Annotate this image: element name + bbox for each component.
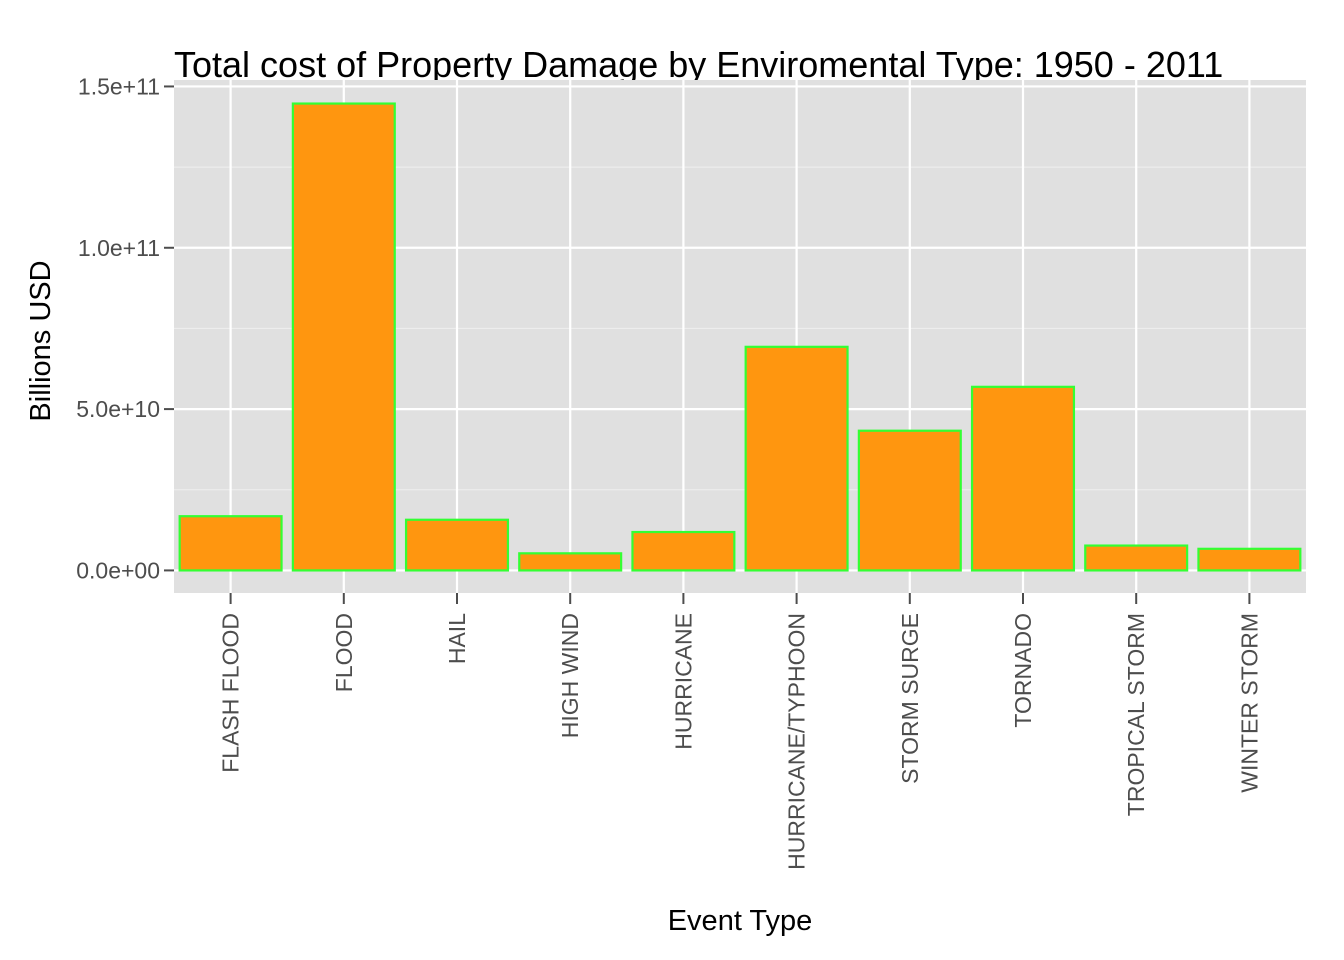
y-axis-label: Billions USD [25,260,57,421]
x-tick-label: HAIL [444,613,470,664]
x-tick-label: TORNADO [1010,613,1036,728]
y-tick-label: 0.0e+00 [76,557,160,583]
x-tick-label: HURRICANE/TYPHOON [784,613,810,870]
y-tick-label: 5.0e+10 [76,396,160,422]
bar [857,429,962,572]
bar [178,515,283,572]
x-tick-label: FLOOD [331,613,357,692]
bar [631,530,736,572]
bar [1084,544,1189,572]
x-tick-label: FLASH FLOOD [218,613,244,773]
bar [970,385,1076,572]
bars [178,102,1302,572]
x-tick-label: WINTER STORM [1236,613,1262,793]
x-tick-label: HIGH WIND [557,613,583,738]
bar [518,552,623,572]
y-tick-label: 1.0e+11 [78,235,160,261]
x-tick-label: TROPICAL STORM [1123,613,1149,816]
x-tick-label: HURRICANE [670,613,696,750]
chart-title: Total cost of Property Damage by Envirom… [174,44,1223,85]
x-axis: FLASH FLOOD FLOOD HAIL HIGH WIND HURRICANE HU… [218,593,1262,870]
y-axis: 0.0e+00 5.0e+10 1.0e+11 1.5e+11 [76,73,174,583]
bar [1197,547,1302,572]
x-axis-label: Event Type [668,905,813,937]
bar [291,102,396,572]
bar [744,345,849,572]
x-tick-label: STORM SURGE [897,613,923,784]
y-tick-label: 1.5e+11 [78,73,160,99]
bar [404,518,510,572]
